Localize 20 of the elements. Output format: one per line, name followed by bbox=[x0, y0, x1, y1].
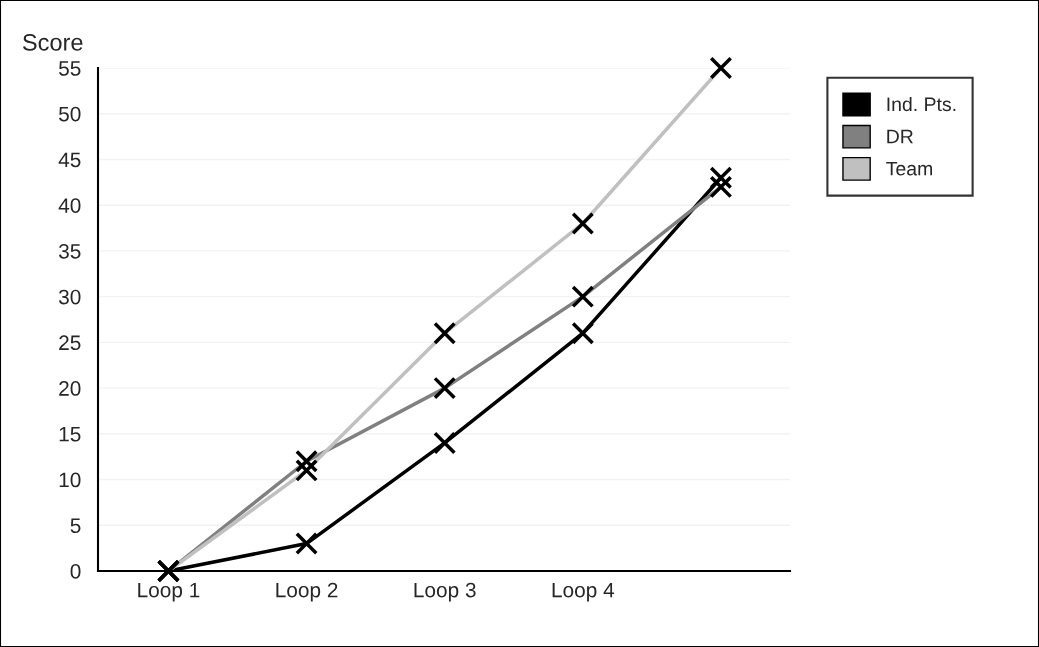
x-tick-label: Loop 1 bbox=[138, 582, 200, 602]
y-tick-label: 30 bbox=[58, 289, 81, 305]
x-tick-label: Loop 4 bbox=[552, 582, 615, 602]
y-tick-label: 10 bbox=[59, 472, 81, 488]
y-tick-label: 15 bbox=[59, 427, 81, 442]
y-tick-label: 25 bbox=[59, 335, 81, 351]
x-tick-label: Loop 3 bbox=[414, 582, 476, 602]
y-tick-label: 40 bbox=[58, 198, 81, 213]
y-tick-label: 35 bbox=[58, 243, 81, 259]
y-tick-label: 5 bbox=[70, 518, 81, 534]
y-tick-label: 50 bbox=[59, 106, 81, 122]
y-tick-label: 20 bbox=[59, 381, 81, 396]
x-tick-label: Loop 2 bbox=[276, 582, 338, 602]
legend-label: Team bbox=[886, 161, 932, 176]
y-tick-label: 0 bbox=[70, 564, 81, 579]
y-tick-label: 45 bbox=[58, 152, 81, 168]
y-tick-label: 55 bbox=[59, 61, 81, 76]
legend-label: DR bbox=[887, 129, 913, 144]
legend-label: Ind. Pts. bbox=[887, 96, 956, 112]
y-axis-title: Score bbox=[22, 34, 83, 51]
